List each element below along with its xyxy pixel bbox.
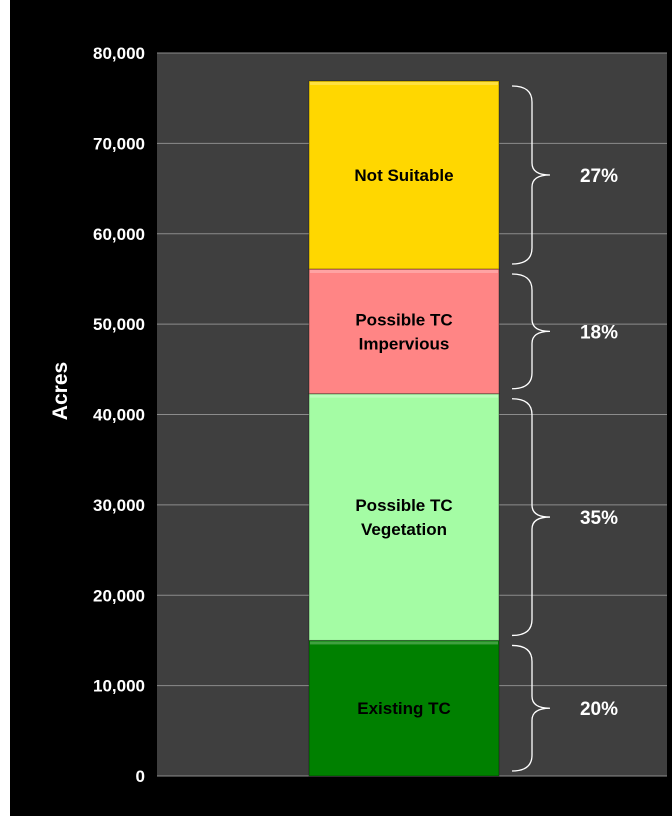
y-tick-label: 20,000 [93, 586, 145, 605]
y-tick-label: 0 [136, 767, 145, 786]
y-tick-label: 10,000 [93, 677, 145, 696]
chart-frame: 0 10,000 20,000 30,000 40,000 50,000 60,000 70,… [10, 0, 672, 816]
segment-label: Possible TC [355, 496, 452, 515]
bar-segment-highlight [310, 269, 498, 273]
segment-label: Not Suitable [354, 166, 453, 185]
y-tick-label: 30,000 [93, 496, 145, 515]
percent-label: 20% [580, 699, 618, 720]
stacked-bar-chart: 0 10,000 20,000 30,000 40,000 50,000 60,000 70,… [49, 44, 667, 786]
brace-existing-tc [511, 644, 551, 772]
brace-possible-tc-impervious [511, 273, 551, 390]
bar-segment-highlight [310, 82, 498, 86]
bar-segment-existing-tc [308, 639, 500, 777]
bar-segment-highlight [310, 394, 498, 398]
percent-label: 27% [580, 166, 618, 187]
bar-segment-possible-tc-vegetation [308, 393, 500, 641]
y-tick-label: 50,000 [93, 315, 145, 334]
y-tick-label: 70,000 [93, 134, 145, 153]
percent-braces: 20% 35% 18% 27% [511, 85, 618, 772]
bar-segment-highlight [310, 641, 498, 645]
segment-label: Existing TC [357, 699, 451, 718]
segment-label: Vegetation [361, 520, 447, 539]
y-tick-label: 40,000 [93, 406, 145, 425]
y-axis-title: Acres [49, 362, 72, 420]
segment-label: Possible TC [355, 310, 452, 329]
percent-label: 18% [580, 322, 618, 343]
bar-segment-possible-tc-impervious [308, 268, 500, 395]
brace-possible-tc-vegetation [511, 398, 551, 637]
percent-label: 35% [580, 508, 618, 529]
bar-segment-not-suitable [308, 80, 500, 270]
y-tick-label: 80,000 [93, 44, 145, 63]
stacked-bar: Existing TC Possible TC Vegetation Possible… [308, 80, 500, 777]
y-axis-ticks: 0 10,000 20,000 30,000 40,000 50,000 60,000 70,… [93, 44, 145, 786]
y-tick-label: 60,000 [93, 225, 145, 244]
segment-label: Impervious [359, 334, 450, 353]
brace-not-suitable [511, 85, 551, 265]
